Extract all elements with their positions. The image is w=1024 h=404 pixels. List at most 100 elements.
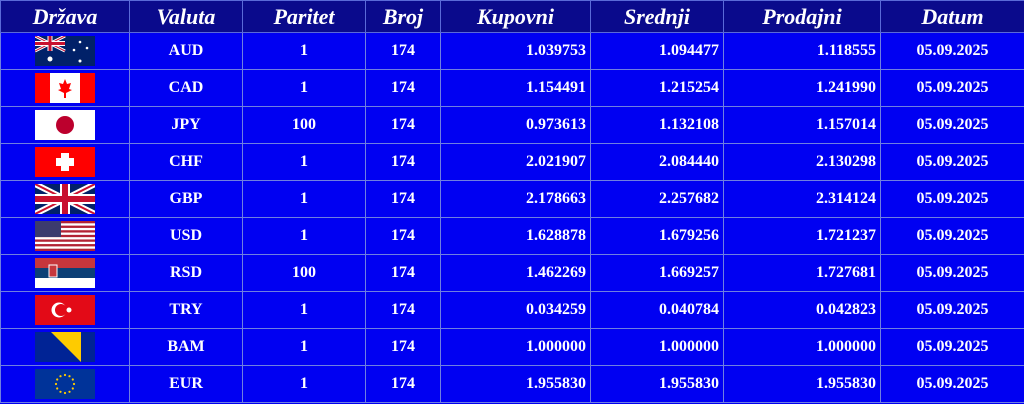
buy-rate-cell: 1.000000 xyxy=(440,328,591,366)
parity-cell: 100 xyxy=(242,106,366,144)
middle-rate-cell: 0.040784 xyxy=(590,291,724,329)
australia-flag-icon xyxy=(35,36,95,66)
date-cell: 05.09.2025 xyxy=(880,69,1024,107)
sell-rate-cell: 1.241990 xyxy=(723,69,881,107)
serbia-flag-icon xyxy=(35,258,95,288)
header-currency: Valuta xyxy=(129,0,243,33)
number-cell: 174 xyxy=(365,328,441,366)
header-buy: Kupovni xyxy=(440,0,591,33)
number-cell: 174 xyxy=(365,32,441,70)
date-cell: 05.09.2025 xyxy=(880,291,1024,329)
middle-rate-cell: 1.215254 xyxy=(590,69,724,107)
country-cell xyxy=(0,254,130,292)
header-middle: Srednji xyxy=(590,0,724,33)
date-cell: 05.09.2025 xyxy=(880,180,1024,218)
canada-flag-icon xyxy=(35,73,95,103)
date-cell: 05.09.2025 xyxy=(880,32,1024,70)
currency-cell: BAM xyxy=(129,328,243,366)
number-cell: 174 xyxy=(365,254,441,292)
usa-flag-icon xyxy=(35,221,95,251)
country-cell xyxy=(0,69,130,107)
country-cell xyxy=(0,291,130,329)
uk-flag-icon xyxy=(35,184,95,214)
currency-cell: AUD xyxy=(129,32,243,70)
country-cell xyxy=(0,217,130,255)
header-parity: Paritet xyxy=(242,0,366,33)
number-cell: 174 xyxy=(365,217,441,255)
parity-cell: 1 xyxy=(242,291,366,329)
date-cell: 05.09.2025 xyxy=(880,143,1024,181)
switzerland-flag-icon xyxy=(35,147,95,177)
country-cell xyxy=(0,32,130,70)
sell-rate-cell: 2.314124 xyxy=(723,180,881,218)
country-cell xyxy=(0,328,130,366)
bosnia-flag-icon xyxy=(35,332,95,362)
number-cell: 174 xyxy=(365,180,441,218)
sell-rate-cell: 1.118555 xyxy=(723,32,881,70)
currency-cell: USD xyxy=(129,217,243,255)
country-cell xyxy=(0,180,130,218)
turkey-flag-icon xyxy=(35,295,95,325)
country-cell xyxy=(0,365,130,403)
middle-rate-cell: 1.669257 xyxy=(590,254,724,292)
currency-cell: RSD xyxy=(129,254,243,292)
date-cell: 05.09.2025 xyxy=(880,328,1024,366)
sell-rate-cell: 2.130298 xyxy=(723,143,881,181)
number-cell: 174 xyxy=(365,291,441,329)
number-cell: 174 xyxy=(365,365,441,403)
middle-rate-cell: 2.084440 xyxy=(590,143,724,181)
table-row: BAM 1 174 1.000000 1.000000 1.000000 05.09.202… xyxy=(0,328,1024,366)
date-cell: 05.09.2025 xyxy=(880,254,1024,292)
date-cell: 05.09.2025 xyxy=(880,365,1024,403)
currency-cell: JPY xyxy=(129,106,243,144)
country-cell xyxy=(0,106,130,144)
header-sell: Prodajni xyxy=(723,0,881,33)
table-row: CHF 1 174 2.021907 2.084440 2.130298 05.09.202… xyxy=(0,143,1024,181)
parity-cell: 1 xyxy=(242,180,366,218)
sell-rate-cell: 1.727681 xyxy=(723,254,881,292)
sell-rate-cell: 1.157014 xyxy=(723,106,881,144)
header-row: Država Valuta Paritet Broj Kupovni Sredn… xyxy=(0,0,1024,33)
table-row: CAD 1 174 1.154491 1.215254 1.241990 05.09.202… xyxy=(0,69,1024,107)
buy-rate-cell: 0.973613 xyxy=(440,106,591,144)
currency-cell: TRY xyxy=(129,291,243,329)
parity-cell: 100 xyxy=(242,254,366,292)
table-row: GBP 1 174 2.178663 2.257682 2.314124 05.09.202… xyxy=(0,180,1024,218)
country-cell xyxy=(0,143,130,181)
header-date: Datum xyxy=(880,0,1024,33)
buy-rate-cell: 2.021907 xyxy=(440,143,591,181)
date-cell: 05.09.2025 xyxy=(880,106,1024,144)
parity-cell: 1 xyxy=(242,69,366,107)
parity-cell: 1 xyxy=(242,143,366,181)
middle-rate-cell: 2.257682 xyxy=(590,180,724,218)
header-country: Država xyxy=(0,0,130,33)
parity-cell: 1 xyxy=(242,217,366,255)
number-cell: 174 xyxy=(365,106,441,144)
table-row: EUR 1 174 1.955830 1.955830 1.955830 05.09.202… xyxy=(0,365,1024,403)
currency-cell: GBP xyxy=(129,180,243,218)
header-number: Broj xyxy=(365,0,441,33)
number-cell: 174 xyxy=(365,143,441,181)
middle-rate-cell: 1.955830 xyxy=(590,365,724,403)
sell-rate-cell: 1.000000 xyxy=(723,328,881,366)
table-row: USD 1 174 1.628878 1.679256 1.721237 05.09.202… xyxy=(0,217,1024,255)
eu-flag-icon xyxy=(35,369,95,399)
currency-cell: CHF xyxy=(129,143,243,181)
middle-rate-cell: 1.094477 xyxy=(590,32,724,70)
buy-rate-cell: 1.628878 xyxy=(440,217,591,255)
currency-cell: CAD xyxy=(129,69,243,107)
buy-rate-cell: 0.034259 xyxy=(440,291,591,329)
middle-rate-cell: 1.000000 xyxy=(590,328,724,366)
table-row: AUD 1 174 1.039753 1.094477 1.118555 05.09.202… xyxy=(0,32,1024,70)
japan-flag-icon xyxy=(35,110,95,140)
parity-cell: 1 xyxy=(242,32,366,70)
middle-rate-cell: 1.132108 xyxy=(590,106,724,144)
table-row: RSD 100 174 1.462269 1.669257 1.727681 05.09.2… xyxy=(0,254,1024,292)
sell-rate-cell: 0.042823 xyxy=(723,291,881,329)
currency-cell: EUR xyxy=(129,365,243,403)
parity-cell: 1 xyxy=(242,328,366,366)
number-cell: 174 xyxy=(365,69,441,107)
table-row: JPY 100 174 0.973613 1.132108 1.157014 05.09.2… xyxy=(0,106,1024,144)
buy-rate-cell: 2.178663 xyxy=(440,180,591,218)
